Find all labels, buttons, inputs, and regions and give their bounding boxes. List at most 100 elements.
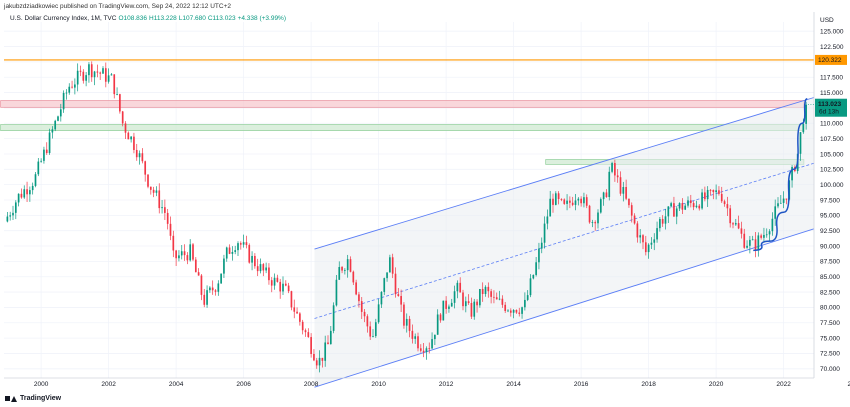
candle-up bbox=[782, 198, 785, 203]
candle-up bbox=[130, 136, 132, 140]
candle-down bbox=[341, 267, 343, 271]
change-value: +4.338 (+3.99%) bbox=[237, 15, 287, 22]
candle-down bbox=[203, 294, 206, 305]
candle-down bbox=[121, 111, 124, 124]
candle-down bbox=[720, 193, 723, 202]
resistance-zone bbox=[0, 100, 805, 108]
candle-up bbox=[62, 92, 65, 110]
candle-up bbox=[338, 267, 341, 280]
candle-up bbox=[43, 149, 45, 161]
candle-up bbox=[189, 244, 192, 261]
candle-up bbox=[639, 235, 642, 238]
candle-down bbox=[268, 267, 270, 281]
candle-up bbox=[110, 74, 113, 76]
candle-up bbox=[65, 92, 68, 94]
candle-up bbox=[450, 302, 453, 307]
y-tick-label: 92.500 bbox=[820, 228, 840, 235]
candle-down bbox=[743, 233, 746, 248]
channel-upper-line bbox=[314, 97, 815, 250]
high-value: H113.228 bbox=[149, 15, 177, 22]
candle-up bbox=[383, 278, 386, 292]
candle-down bbox=[133, 136, 135, 150]
candle-up bbox=[540, 242, 543, 249]
candle-down bbox=[400, 296, 402, 305]
candle-up bbox=[59, 109, 62, 117]
candle-down bbox=[403, 304, 405, 326]
price-channel bbox=[314, 97, 815, 388]
candle-down bbox=[580, 198, 582, 204]
candle-up bbox=[464, 301, 467, 307]
y-tick-label: 102.500 bbox=[820, 167, 844, 174]
candle-down bbox=[616, 175, 619, 178]
tradingview-logo-icon bbox=[5, 395, 17, 402]
candle-down bbox=[605, 192, 608, 197]
candle-up bbox=[591, 222, 594, 223]
candle-up bbox=[386, 272, 388, 279]
candle-up bbox=[231, 251, 234, 254]
candle-up bbox=[684, 205, 687, 210]
candle-up bbox=[751, 239, 754, 241]
low-value: L107.680 bbox=[178, 15, 206, 22]
y-tick-label: 100.000 bbox=[820, 182, 844, 189]
candle-down bbox=[315, 360, 318, 366]
brand-name: TradingView bbox=[20, 395, 62, 402]
candle-down bbox=[119, 94, 121, 112]
y-tick-label: 85.000 bbox=[820, 274, 840, 281]
candle-down bbox=[166, 212, 169, 224]
candle-down bbox=[284, 283, 287, 286]
candle-down bbox=[417, 336, 419, 349]
y-tick-label: 72.500 bbox=[820, 351, 840, 358]
candle-down bbox=[141, 153, 144, 162]
candle-up bbox=[765, 234, 768, 236]
open-value: O108.836 bbox=[118, 15, 148, 22]
candle-down bbox=[192, 244, 194, 260]
candle-down bbox=[740, 228, 743, 234]
candle-down bbox=[411, 330, 414, 339]
y-tick-label: 115.000 bbox=[820, 90, 843, 97]
y-tick-label: 105.000 bbox=[820, 151, 844, 158]
candle-up bbox=[622, 186, 625, 194]
candle-down bbox=[82, 71, 85, 81]
candle-up bbox=[701, 192, 703, 209]
candle-up bbox=[611, 163, 613, 172]
candle-up bbox=[434, 334, 436, 340]
candle-down bbox=[636, 223, 639, 238]
x-tick-label: 2018 bbox=[641, 381, 656, 388]
parabolic-curve bbox=[753, 97, 808, 252]
candle-up bbox=[282, 283, 284, 292]
candle-down bbox=[313, 354, 315, 361]
candle-down bbox=[248, 245, 251, 263]
candles bbox=[6, 61, 807, 373]
orange-price-tag bbox=[815, 54, 847, 65]
candle-up bbox=[763, 234, 765, 238]
candle-down bbox=[96, 71, 99, 73]
candle-up bbox=[107, 75, 110, 82]
y-tick-label: 95.000 bbox=[820, 213, 840, 220]
candle-down bbox=[358, 294, 360, 302]
candle-down bbox=[481, 288, 484, 295]
candle-down bbox=[228, 247, 231, 254]
candle-up bbox=[608, 171, 611, 197]
candle-down bbox=[552, 198, 554, 205]
candle-up bbox=[234, 250, 237, 252]
candle-up bbox=[68, 86, 71, 93]
candle-up bbox=[76, 70, 79, 85]
candle-up bbox=[757, 235, 760, 251]
candle-down bbox=[321, 357, 324, 361]
candle-down bbox=[394, 273, 397, 295]
y-tick-label: 80.000 bbox=[820, 305, 840, 312]
candle-down bbox=[99, 72, 102, 74]
candle-up bbox=[535, 262, 537, 275]
tradingview-footer[interactable]: TradingView bbox=[5, 395, 61, 402]
y-tick-label: 125.000 bbox=[820, 29, 844, 36]
symbol-name[interactable]: U.S. Dollar Currency Index, 1M, TVC bbox=[10, 15, 117, 22]
candle-down bbox=[352, 271, 355, 283]
candle-up bbox=[14, 202, 17, 213]
x-tick-label: 2014 bbox=[506, 381, 521, 388]
candle-up bbox=[209, 287, 211, 291]
candle-up bbox=[771, 218, 774, 232]
candle-up bbox=[374, 322, 377, 337]
